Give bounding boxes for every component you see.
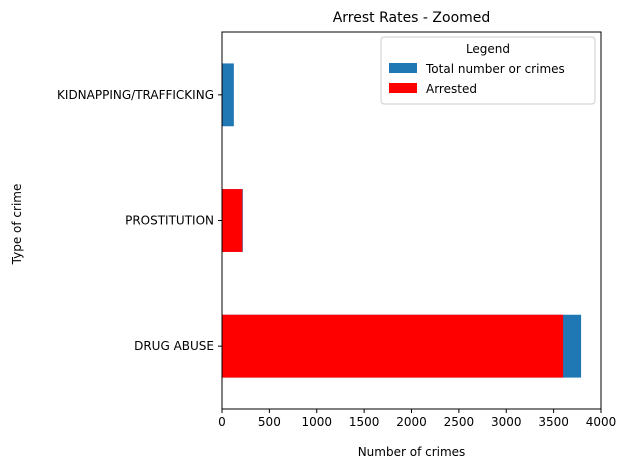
x-tick-label: 3500	[538, 415, 569, 429]
x-tick-label: 1500	[349, 415, 380, 429]
legend-entry-label: Total number or crimes	[425, 62, 565, 76]
x-tick-label: 1000	[301, 415, 332, 429]
bar-total-2	[222, 63, 234, 127]
chart-title: Arrest Rates - Zoomed	[333, 10, 491, 26]
x-axis-label: Number of crimes	[358, 445, 466, 459]
legend: Legend Total number or crimes Arrested	[380, 36, 596, 105]
x-tick-label: 3000	[491, 415, 522, 429]
x-tick-label: 2000	[396, 415, 427, 429]
y-tick-label: DRUG ABUSE	[134, 339, 214, 353]
y-tick-label: PROSTITUTION	[125, 214, 214, 228]
y-tick-label: KIDNAPPING/TRAFFICKING	[57, 88, 214, 102]
y-axis: DRUG ABUSE PROSTITUTION KIDNAPPING/TRAFFIC…	[57, 88, 222, 353]
legend-swatch-total	[389, 63, 417, 73]
legend-swatch-arrested	[389, 83, 417, 93]
x-axis: 0 500 1000 1500 2000 2500 3000 3500 4000	[218, 409, 616, 429]
plot-frame	[221, 31, 602, 410]
y-axis-label: Type of crime	[10, 184, 24, 266]
x-tick-label: 2500	[444, 415, 475, 429]
x-tick-label: 0	[218, 415, 226, 429]
bar-arrested-1	[222, 189, 243, 252]
legend-title: Legend	[466, 42, 510, 56]
x-tick-label: 4000	[586, 415, 617, 429]
x-tick-label: 500	[258, 415, 281, 429]
legend-entry-label: Arrested	[426, 82, 477, 96]
legend-box	[380, 36, 596, 105]
bars-group	[222, 63, 582, 378]
bar-arrested-0	[222, 314, 564, 378]
